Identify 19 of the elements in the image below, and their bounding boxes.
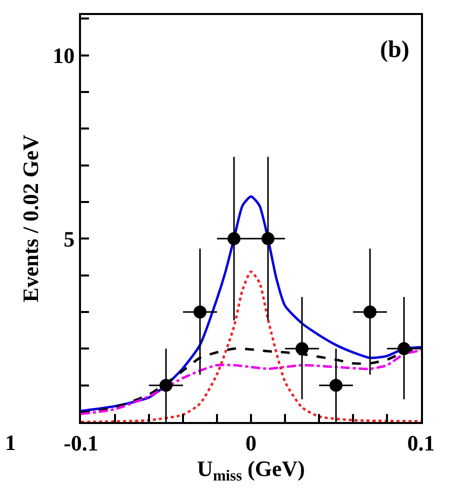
x-tick-label: 0.1 xyxy=(407,430,435,456)
point xyxy=(364,306,376,318)
text: 1 xyxy=(5,430,16,455)
y-tick-label: 5 xyxy=(64,226,75,252)
point xyxy=(330,378,342,392)
line-series xyxy=(81,270,421,422)
y-axis-title: Events / 0.02 GeV xyxy=(18,134,43,302)
x-axis-title: U$_{miss}$ (GeV) xyxy=(197,456,305,484)
point xyxy=(398,342,410,356)
point xyxy=(160,378,172,392)
annotation: (b) xyxy=(380,37,410,63)
point xyxy=(194,306,206,318)
point xyxy=(296,342,308,356)
x-tick-label: -0.1 xyxy=(64,430,98,456)
line-series xyxy=(81,195,421,412)
y-tick-label: 10 xyxy=(52,43,75,68)
x-tick-label: 0 xyxy=(246,430,256,456)
point xyxy=(228,232,240,246)
point xyxy=(262,232,274,246)
